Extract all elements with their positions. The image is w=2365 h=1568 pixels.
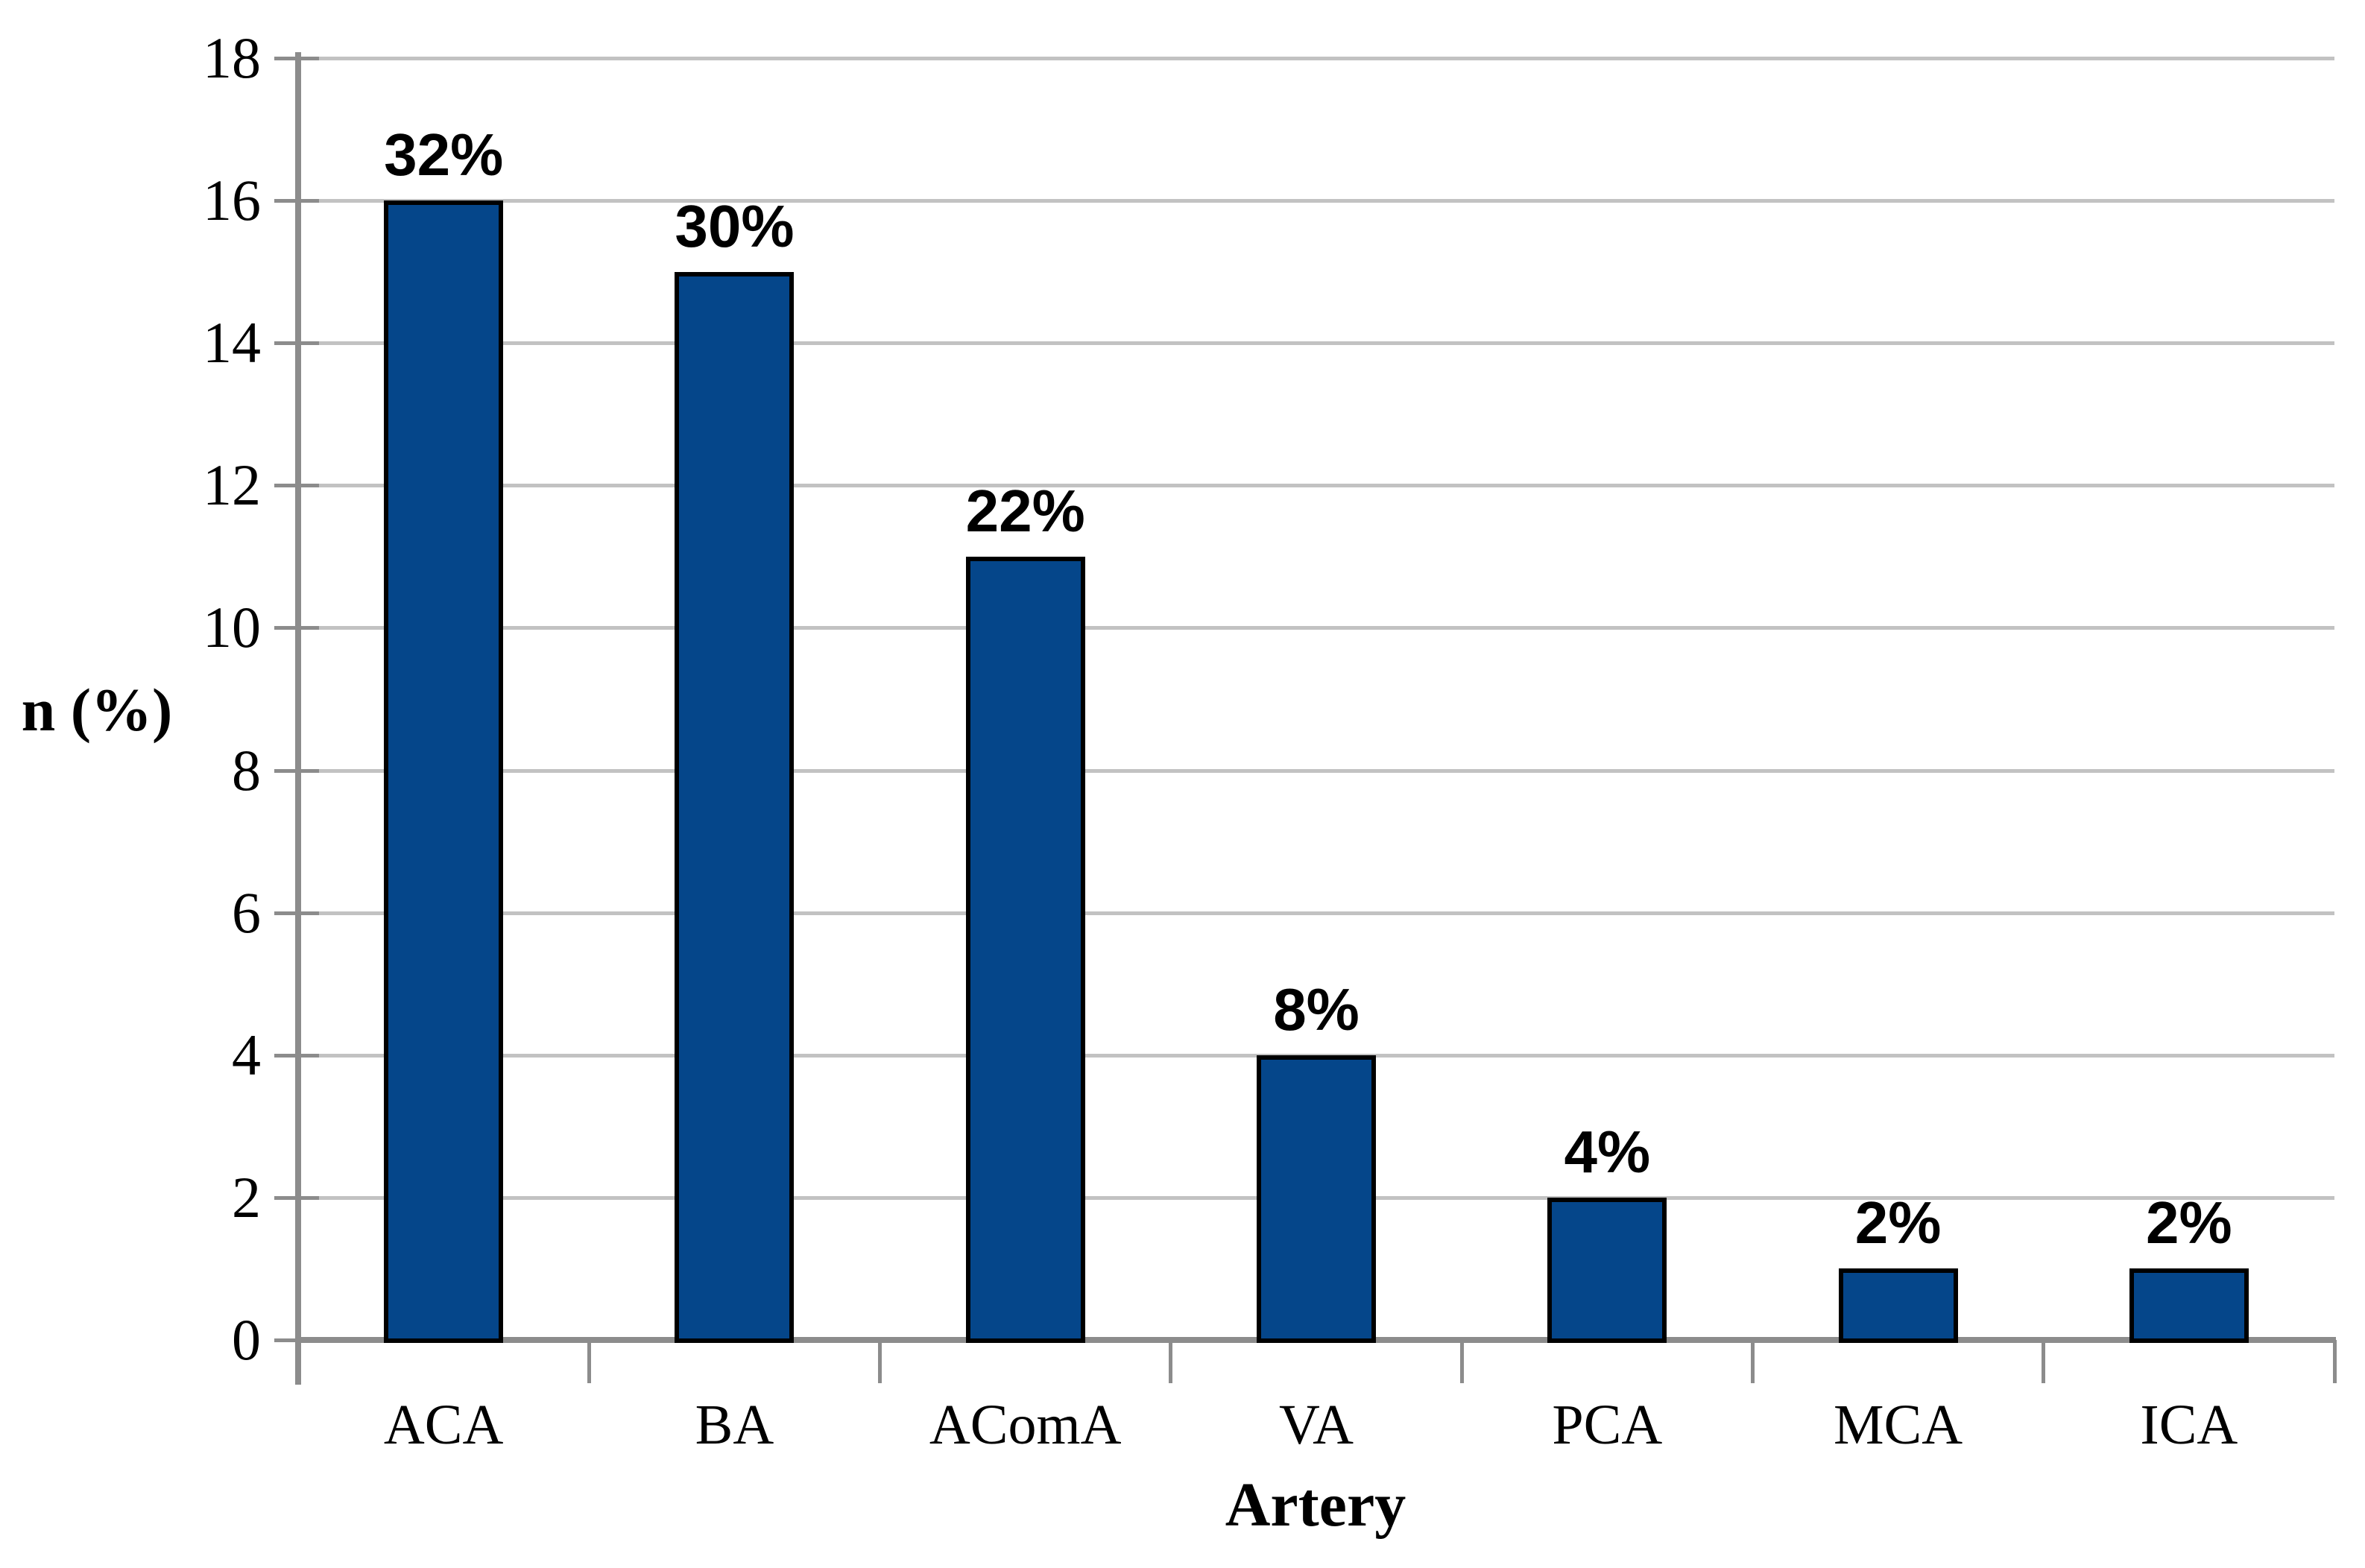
y-tick-label: 18 xyxy=(203,25,261,90)
bar-MCA xyxy=(1838,1268,1958,1343)
x-axis-tick xyxy=(587,1340,591,1383)
gridline xyxy=(298,626,2334,630)
bar-ACA xyxy=(384,200,504,1343)
x-category-label: AComA xyxy=(929,1394,1122,1456)
x-category-label: ACA xyxy=(383,1394,504,1456)
x-axis-tick xyxy=(1169,1340,1173,1383)
x-axis-tick xyxy=(2332,1340,2337,1383)
bar-value-label: 22% xyxy=(965,478,1085,544)
y-tick-label: 6 xyxy=(232,879,261,945)
y-axis-title: n (%) xyxy=(21,676,173,744)
x-category-label: VA xyxy=(1279,1394,1354,1456)
x-axis-tick xyxy=(1459,1340,1464,1383)
bar-value-label: 8% xyxy=(1273,976,1360,1043)
x-category-label: BA xyxy=(695,1394,774,1456)
x-category-label: ICA xyxy=(2140,1394,2238,1456)
bar-BA xyxy=(675,272,795,1343)
gridline xyxy=(298,199,2334,203)
y-tick-label: 14 xyxy=(203,310,261,376)
bar-VA xyxy=(1257,1055,1376,1343)
bar-AComA xyxy=(965,557,1085,1343)
bar-value-label: 4% xyxy=(1564,1119,1651,1185)
y-axis-line xyxy=(295,52,301,1385)
y-tick-label: 4 xyxy=(232,1022,261,1087)
y-tick-label: 0 xyxy=(232,1307,261,1372)
y-tick-label: 10 xyxy=(203,595,261,660)
gridline xyxy=(298,911,2334,915)
gridline xyxy=(298,341,2334,346)
x-category-label: PCA xyxy=(1552,1394,1663,1456)
x-axis-tick xyxy=(878,1340,882,1383)
bar-PCA xyxy=(1547,1198,1667,1343)
bar-ICA xyxy=(2129,1268,2249,1343)
x-axis-tick xyxy=(1750,1340,1755,1383)
gridline xyxy=(298,57,2334,60)
x-category-label: MCA xyxy=(1833,1394,1963,1456)
y-tick-label: 2 xyxy=(232,1164,261,1230)
bar-value-label: 2% xyxy=(2146,1189,2232,1256)
x-axis-tick xyxy=(2042,1340,2046,1383)
bar-value-label: 2% xyxy=(1854,1189,1942,1256)
bar-value-label: 32% xyxy=(384,121,504,188)
bar-value-label: 30% xyxy=(675,193,795,259)
gridline xyxy=(298,484,2334,488)
y-tick-label: 16 xyxy=(203,168,261,233)
y-tick-label: 12 xyxy=(203,452,261,518)
x-axis-title: Artery xyxy=(1225,1470,1406,1540)
y-tick-label: 8 xyxy=(232,737,261,803)
gridline xyxy=(298,768,2334,773)
